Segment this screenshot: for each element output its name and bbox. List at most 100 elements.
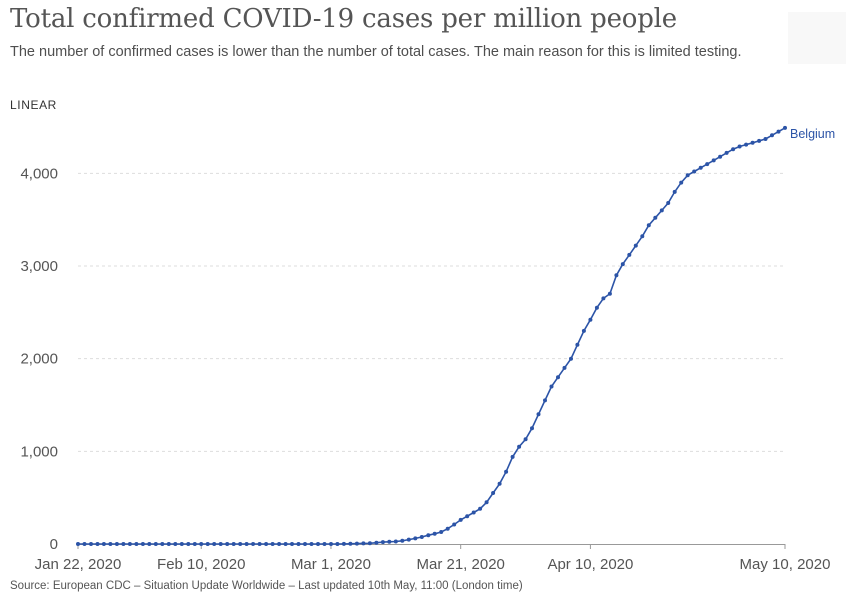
data-point [367,541,372,546]
data-point [465,514,470,519]
data-point [594,305,599,310]
data-point [257,542,262,546]
data-point [225,542,230,546]
data-point [620,262,625,267]
data-point [335,542,340,546]
linear-scale-toggle[interactable]: LINEAR [10,98,57,112]
data-point [543,398,547,403]
data-point [426,533,431,538]
data-point [238,542,243,546]
data-point [153,542,158,546]
data-point [348,541,353,546]
data-point [89,542,93,546]
data-point [147,542,152,546]
chart-title: Total confirmed COVID-19 cases per milli… [10,4,677,34]
data-point [452,522,457,527]
data-point [205,542,210,546]
chart-subtitle: The number of confirmed cases is lower t… [10,44,742,60]
data-point [406,537,411,542]
data-point [536,412,541,417]
data-point [186,542,191,546]
y-tick-label: 3,000 [20,258,58,275]
data-point [679,180,684,185]
data-point [491,491,496,495]
data-point [569,356,573,361]
data-point [192,542,197,546]
x-tick-label: Jan 22, 2020 [35,556,122,573]
line-chart: 0 1,000 2,000 3,000 4,000 Jan 22, 2020 Feb 10… [20,125,835,573]
data-point [283,542,288,546]
data-point [750,140,755,145]
data-point [640,234,645,239]
data-point [581,328,586,333]
series-line [78,127,786,545]
y-tick-label: 4,000 [20,165,58,182]
data-point [633,243,638,248]
data-point [303,542,307,546]
data-point [82,542,87,546]
data-point [309,542,314,546]
data-point [497,481,502,486]
data-point [458,517,463,522]
data-point [666,201,671,205]
data-point [173,542,178,546]
data-point [316,542,320,546]
data-point [504,469,509,474]
data-point [76,542,80,546]
x-tick-label: Mar 21, 2020 [416,556,504,573]
data-point [127,542,132,546]
data-point [445,526,450,531]
data-point [711,158,716,163]
data-point [264,542,269,546]
data-point [737,144,742,149]
y-tick-label: 1,000 [20,443,58,460]
data-point [776,129,781,134]
data-point [179,542,184,546]
data-point [380,540,385,545]
data-point [763,137,768,141]
data-point [212,542,217,546]
data-point [290,542,294,546]
data-point [692,169,697,174]
data-point [432,531,437,536]
data-point [160,542,165,546]
data-point [627,252,632,257]
x-tick-label: Mar 1, 2020 [291,556,371,573]
x-axis-tick-labels: Jan 22, 2020 Feb 10, 2020 Mar 1, 2020 Mar 2… [35,544,830,573]
data-point [705,162,710,167]
data-point [517,444,522,449]
data-point [659,208,664,213]
data-point [757,138,762,143]
data-point [374,540,379,545]
data-point [413,536,418,541]
data-point [108,542,113,546]
data-point [478,506,483,511]
data-point [672,189,677,194]
data-point [783,125,787,130]
data-point [251,542,256,546]
data-point [562,365,567,370]
data-point [361,541,366,546]
data-point [575,342,580,347]
data-point [653,215,658,220]
data-point [471,510,476,515]
logo-placeholder [788,12,846,64]
data-point [588,317,593,322]
data-point [134,542,139,546]
data-point [270,542,275,546]
data-point [199,542,204,546]
data-point [354,541,359,546]
data-point [510,454,515,459]
data-point [724,150,729,155]
data-point [166,542,171,546]
data-point [685,173,690,178]
y-tick-label: 0 [50,536,58,553]
data-point [322,542,327,546]
data-point [484,500,489,505]
data-point [770,133,774,138]
data-point [601,296,606,301]
data-point [296,542,301,546]
data-point [400,538,405,543]
data-point [341,541,346,546]
data-point [387,539,392,544]
